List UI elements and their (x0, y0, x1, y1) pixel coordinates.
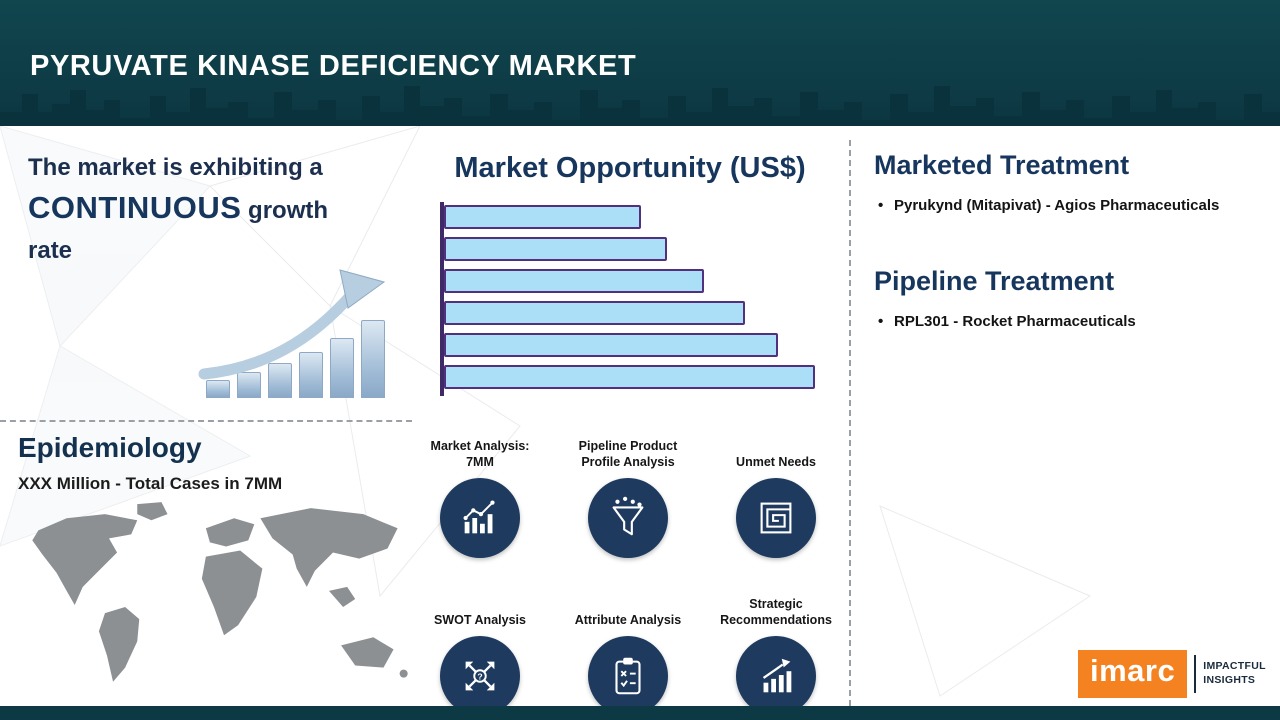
market-opportunity-title: Market Opportunity (US$) (454, 152, 806, 184)
feature-circle: ? (440, 636, 520, 716)
dashed-divider-horizontal (0, 420, 412, 422)
chart-bar (444, 365, 815, 389)
chart-bar (444, 333, 778, 357)
feature-attribute-analysis: Attribute Analysis (564, 594, 692, 716)
spacer (874, 214, 1270, 266)
marketed-treatment-list: Pyrukynd (Mitapivat) - Agios Pharmaceuti… (878, 197, 1270, 214)
chart-bar (444, 205, 641, 229)
clipart-bar (268, 363, 292, 398)
chart-bar (444, 301, 745, 325)
page-title: PYRUVATE KINASE DEFICIENCY MARKET (30, 50, 637, 82)
bar-chart-icon (463, 500, 495, 534)
feature-unmet-needs: Unmet Needs (712, 436, 840, 558)
treatments-panel: Marketed Treatment Pyrukynd (Mitapivat) … (874, 150, 1270, 330)
upward-arrow-icon (198, 269, 386, 380)
logo-tagline-line2: INSIGHTS (1203, 674, 1256, 686)
footer-band (0, 706, 1280, 720)
epidemiology-stat: XXX Million - Total Cases in 7MM (18, 474, 283, 493)
growth-bars-clipart (206, 318, 391, 398)
intro-suffix: growth rate (28, 197, 329, 264)
clipart-bar (299, 352, 323, 398)
feature-label: Strategic Recommendations (720, 596, 832, 627)
feature-swot-analysis: SWOT Analysis ? (416, 594, 544, 716)
feature-label: Market Analysis: 7MM (430, 438, 530, 469)
feature-strategic-recommendations: Strategic Recommendations (712, 594, 840, 716)
feature-pipeline-profile: Pipeline Product Profile Analysis (564, 436, 692, 558)
swot-arrows-icon: ? (465, 661, 495, 691)
dashed-divider-vertical (849, 140, 851, 706)
feature-circle (440, 478, 520, 558)
market-growth-statement: The market is exhibiting a CONTINUOUS gr… (28, 148, 363, 271)
imarc-logo: imarc IMPACTFUL INSIGHTS (1078, 648, 1266, 700)
list-item: Pyrukynd (Mitapivat) - Agios Pharmaceuti… (878, 197, 1270, 214)
feature-label: Attribute Analysis (574, 612, 682, 627)
feature-circle (588, 636, 668, 716)
feature-label: Pipeline Product Profile Analysis (578, 438, 678, 469)
chart-bar (444, 237, 667, 261)
market-opportunity-bars (440, 202, 815, 396)
pipeline-treatment-list: RPL301 - Rocket Pharmaceuticals (878, 313, 1270, 330)
clipart-bar (237, 372, 261, 398)
svg-text:?: ? (477, 671, 482, 681)
pipeline-treatment-title: Pipeline Treatment (874, 266, 1115, 296)
city-skyline-icon (0, 86, 1280, 126)
feature-circle (736, 636, 816, 716)
marketed-treatment-title: Marketed Treatment (874, 150, 1130, 180)
clipart-bar (206, 380, 230, 398)
maze-icon (760, 502, 792, 534)
intro-highlight: CONTINUOUS (28, 190, 242, 225)
feature-circle (736, 478, 816, 558)
world-map-icon (32, 502, 408, 682)
list-item: RPL301 - Rocket Pharmaceuticals (878, 313, 1270, 330)
clipboard-icon (615, 657, 641, 695)
chart-bar (444, 269, 704, 293)
clipart-bar (361, 320, 385, 398)
header-band: PYRUVATE KINASE DEFICIENCY MARKET (0, 0, 1280, 126)
intro-prefix: The market is exhibiting a (28, 154, 323, 181)
feature-label: Unmet Needs (736, 454, 816, 469)
feature-market-analysis: Market Analysis: 7MM (416, 436, 544, 558)
logo-divider (1194, 655, 1197, 693)
clipart-bar (330, 338, 354, 398)
imarc-brand: imarc (1078, 650, 1188, 698)
analysis-features-grid: Market Analysis: 7MM Pipeline Product Pr… (406, 436, 850, 716)
logo-tagline: IMPACTFUL INSIGHTS (1203, 660, 1266, 687)
growth-chart-icon (762, 658, 792, 693)
funnel-icon (612, 496, 644, 536)
logo-tagline-line1: IMPACTFUL (1203, 660, 1266, 673)
feature-circle (588, 478, 668, 558)
epidemiology-title: Epidemiology (18, 432, 202, 463)
feature-label: SWOT Analysis (434, 612, 526, 627)
